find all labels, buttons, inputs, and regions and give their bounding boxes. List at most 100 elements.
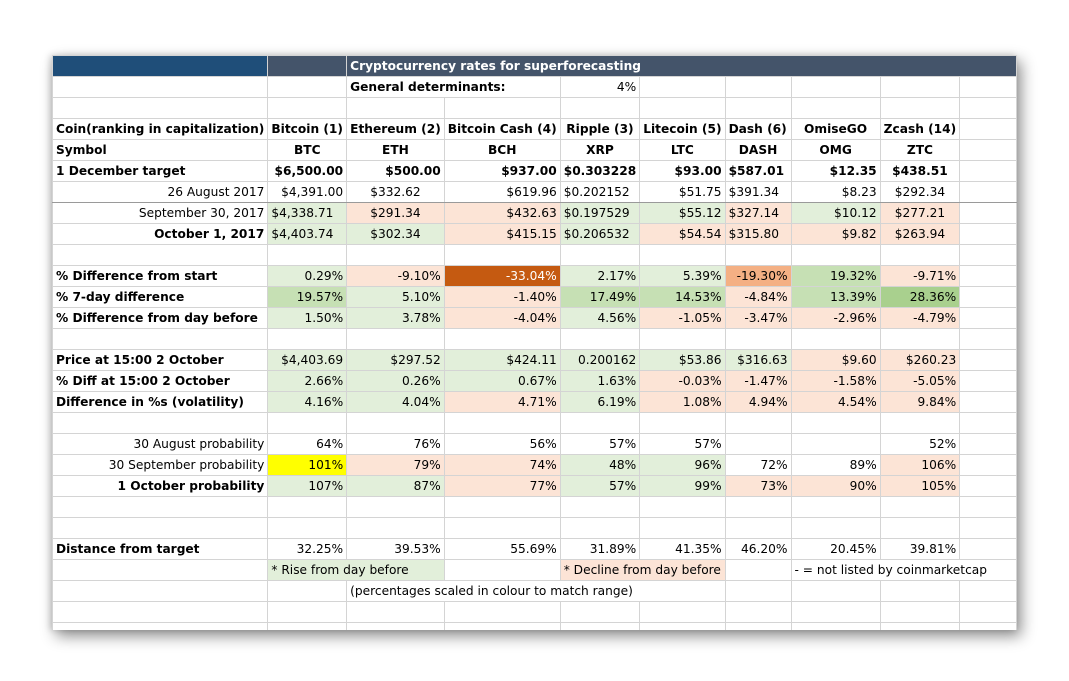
value-cell[interactable]: -9.10% — [346, 265, 445, 287]
row-label[interactable]: October 1, 2017 — [52, 223, 269, 245]
cell[interactable] — [346, 244, 445, 266]
cell[interactable] — [959, 412, 1017, 434]
value-cell[interactable]: $302.34 — [346, 223, 445, 245]
cell[interactable] — [639, 622, 726, 630]
value-cell[interactable]: 4.71% — [443, 391, 561, 413]
value-cell[interactable]: 32.25% — [267, 538, 348, 560]
cell[interactable] — [790, 76, 881, 98]
cell[interactable] — [639, 601, 726, 623]
value-cell[interactable]: $937.00 — [443, 160, 561, 182]
cell[interactable] — [790, 97, 881, 119]
value-cell[interactable]: 19.57% — [267, 286, 348, 308]
value-cell[interactable]: 57% — [559, 433, 641, 455]
cell[interactable] — [267, 76, 348, 98]
cell[interactable] — [267, 622, 348, 630]
value-cell[interactable]: $260.23 — [879, 349, 961, 371]
cell[interactable] — [559, 97, 641, 119]
cell[interactable] — [559, 601, 641, 623]
cell[interactable] — [959, 202, 1017, 224]
value-cell[interactable]: -1.05% — [639, 307, 726, 329]
cell[interactable] — [879, 76, 961, 98]
cell[interactable] — [879, 244, 961, 266]
cell[interactable] — [443, 622, 561, 630]
value-cell[interactable]: $619.96 — [443, 181, 561, 203]
coin-symbol[interactable]: BCH — [443, 139, 561, 161]
row-label[interactable]: % Difference from start — [52, 265, 269, 287]
value-cell[interactable]: -4.84% — [724, 286, 792, 308]
value-cell[interactable]: 72% — [724, 454, 792, 476]
value-cell[interactable]: 87% — [346, 475, 445, 497]
value-cell[interactable]: -3.47% — [724, 307, 792, 329]
coin-name[interactable]: Bitcoin Cash (4) — [443, 118, 561, 140]
row-label[interactable]: Distance from target — [52, 538, 269, 560]
value-cell[interactable]: 57% — [639, 433, 726, 455]
value-cell[interactable]: $263.94 — [879, 223, 961, 245]
value-cell[interactable]: 3.78% — [346, 307, 445, 329]
value-cell[interactable]: 2.66% — [267, 370, 348, 392]
cell[interactable] — [52, 328, 269, 350]
cell[interactable] — [879, 328, 961, 350]
general-determinants-value[interactable]: 4% — [559, 76, 641, 98]
cell[interactable] — [559, 622, 641, 630]
value-cell[interactable]: 1.08% — [639, 391, 726, 413]
cell[interactable] — [267, 412, 348, 434]
value-cell[interactable]: $432.63 — [443, 202, 561, 224]
cell[interactable] — [724, 517, 792, 539]
value-cell[interactable]: -1.40% — [443, 286, 561, 308]
coin-symbol[interactable]: XRP — [559, 139, 641, 161]
coin-name[interactable]: Zcash (14) — [879, 118, 961, 140]
coin-symbol[interactable]: ZTC — [879, 139, 961, 161]
cell[interactable] — [879, 580, 961, 602]
coin-name[interactable]: Ripple (3) — [559, 118, 641, 140]
value-cell[interactable]: -4.79% — [879, 307, 961, 329]
value-cell[interactable]: $9.60 — [790, 349, 881, 371]
cell[interactable] — [790, 580, 881, 602]
cell[interactable] — [959, 160, 1017, 182]
value-cell[interactable]: 19.32% — [790, 265, 881, 287]
row-label[interactable]: 26 August 2017 — [52, 181, 269, 203]
cell[interactable] — [959, 223, 1017, 245]
cell[interactable] — [267, 244, 348, 266]
coin-name[interactable]: Ethereum (2) — [346, 118, 445, 140]
cell[interactable] — [52, 76, 269, 98]
cell[interactable] — [790, 412, 881, 434]
value-cell[interactable]: $9.82 — [790, 223, 881, 245]
cell[interactable] — [443, 97, 561, 119]
row-label[interactable]: September 30, 2017 — [52, 202, 269, 224]
value-cell[interactable]: 4.54% — [790, 391, 881, 413]
cell[interactable] — [959, 475, 1017, 497]
value-cell[interactable]: 46.20% — [724, 538, 792, 560]
cell[interactable] — [639, 97, 726, 119]
value-cell[interactable]: $332.62 — [346, 181, 445, 203]
cell[interactable] — [959, 265, 1017, 287]
row-label[interactable]: 1 December target — [52, 160, 269, 182]
cell[interactable] — [790, 622, 881, 630]
cell[interactable] — [346, 97, 445, 119]
legend-not-listed[interactable]: - = not listed by coinmarketcap — [790, 559, 1017, 581]
cell[interactable] — [725, 559, 792, 581]
cell[interactable] — [790, 517, 881, 539]
cell[interactable] — [959, 496, 1017, 518]
cell[interactable] — [724, 97, 792, 119]
cell[interactable] — [346, 412, 445, 434]
cell[interactable] — [559, 244, 641, 266]
cell[interactable] — [724, 622, 792, 630]
value-cell[interactable]: $8.23 — [790, 181, 881, 203]
cell[interactable] — [639, 517, 726, 539]
value-cell[interactable]: 14.53% — [639, 286, 726, 308]
value-cell[interactable]: 39.81% — [879, 538, 961, 560]
cell[interactable] — [790, 328, 881, 350]
cell[interactable] — [959, 601, 1017, 623]
cell[interactable] — [443, 412, 561, 434]
cell[interactable] — [724, 328, 792, 350]
row-label[interactable]: 30 September probability — [52, 454, 269, 476]
value-cell[interactable]: $4,403.74 — [267, 223, 348, 245]
value-cell[interactable]: 0.29% — [267, 265, 348, 287]
cell[interactable] — [959, 328, 1017, 350]
value-cell[interactable]: $4,403.69 — [267, 349, 348, 371]
value-cell[interactable]: 96% — [639, 454, 726, 476]
cell[interactable] — [559, 412, 641, 434]
value-cell[interactable]: $0.197529 — [559, 202, 641, 224]
cell[interactable] — [52, 622, 269, 630]
value-cell[interactable]: 13.39% — [790, 286, 881, 308]
